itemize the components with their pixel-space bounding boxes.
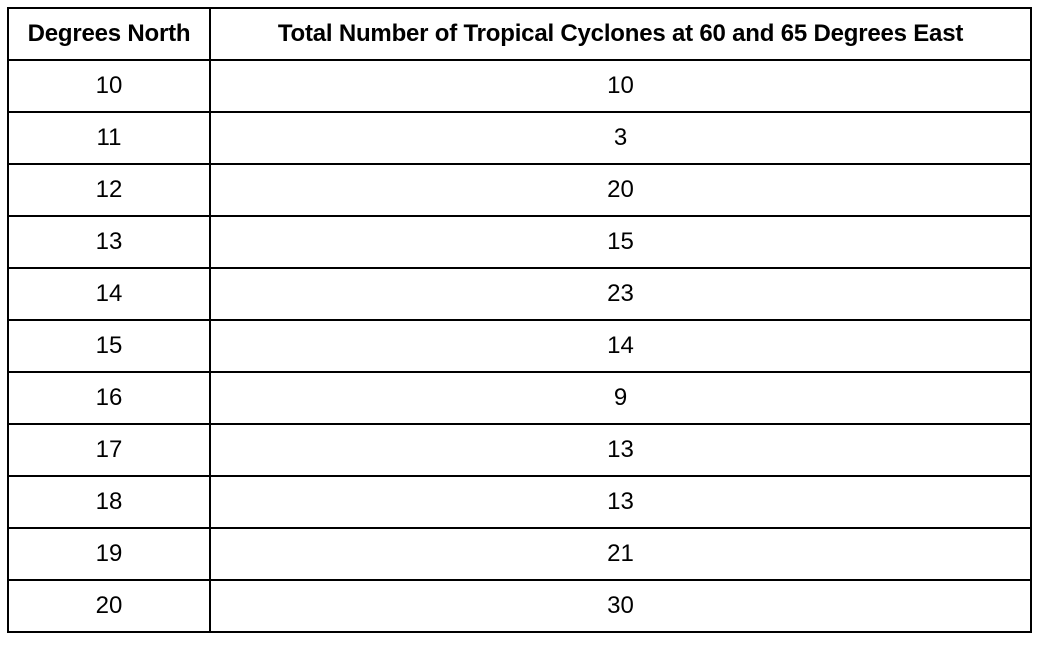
table-cell: 10	[7, 59, 211, 113]
table-row: 12 20	[7, 163, 1032, 217]
table-row: 13 15	[7, 215, 1032, 269]
table-cell: 13	[209, 475, 1032, 529]
header-cell: Total Number of Tropical Cyclones at 60 …	[209, 7, 1032, 61]
table-cell: 21	[209, 527, 1032, 581]
table-cell: 20	[209, 163, 1032, 217]
table-cell: 12	[7, 163, 211, 217]
table-cell: 17	[7, 423, 211, 477]
table-cell: 18	[7, 475, 211, 529]
table-cell: 3	[209, 111, 1032, 165]
data-table: Degrees North Total Number of Tropical C…	[7, 7, 1032, 633]
header-row: Degrees North Total Number of Tropical C…	[7, 7, 1032, 61]
table-row: 10 10	[7, 59, 1032, 113]
table-cell: 11	[7, 111, 211, 165]
table-cell: 19	[7, 527, 211, 581]
table-body: 10 10 11 3 12 20 13 15 14 23 15 14 16 9 17 13 18 13 19 21 20…	[7, 59, 1032, 633]
table-cell: 30	[209, 579, 1032, 633]
table-cell: 14	[209, 319, 1032, 373]
table-cell: 14	[7, 267, 211, 321]
table-row: 18 13	[7, 475, 1032, 529]
table-cell: 10	[209, 59, 1032, 113]
table-row: 15 14	[7, 319, 1032, 373]
table-cell: 13	[7, 215, 211, 269]
table-cell: 15	[209, 215, 1032, 269]
table-row: 11 3	[7, 111, 1032, 165]
table-cell: 9	[209, 371, 1032, 425]
table-row: 14 23	[7, 267, 1032, 321]
table-row: 17 13	[7, 423, 1032, 477]
table-row: 19 21	[7, 527, 1032, 581]
header-cell: Degrees North	[7, 7, 211, 61]
table-cell: 16	[7, 371, 211, 425]
table-row: 16 9	[7, 371, 1032, 425]
table-cell: 20	[7, 579, 211, 633]
table-cell: 13	[209, 423, 1032, 477]
table-cell: 23	[209, 267, 1032, 321]
table-row: 20 30	[7, 579, 1032, 633]
table-cell: 15	[7, 319, 211, 373]
